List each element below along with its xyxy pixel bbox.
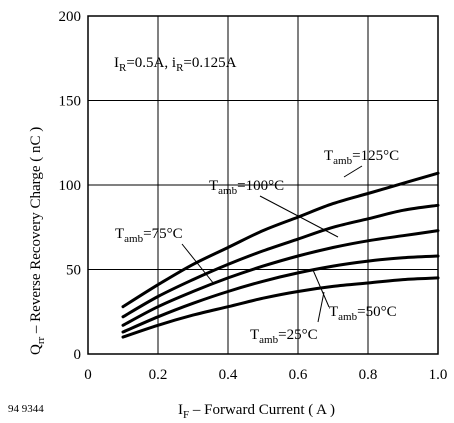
leader-line-100 [259, 195, 339, 238]
series-label-rest: =100°C [237, 178, 284, 194]
series-label-main: T [209, 178, 218, 194]
condition-sub: R [119, 62, 127, 74]
x-tick-label: 0.6 [289, 367, 308, 383]
series-label-sub: amb [124, 233, 143, 245]
y-axis-label-sub: rr [35, 336, 47, 344]
x-axis-label-main: I [178, 402, 183, 418]
series-line-0 [121, 171, 440, 309]
series-label-sub: amb [218, 185, 237, 197]
series-label-rest: =75°C [143, 226, 182, 242]
series-line-1 [121, 203, 440, 319]
x-tick-label: 0 [84, 367, 92, 383]
series-label-rest: =25°C [278, 327, 317, 343]
leader-line-25 [317, 291, 325, 323]
x-tick-label: 0.4 [219, 367, 238, 383]
condition-part: =0.125A [183, 55, 236, 71]
condition-sub: R [176, 62, 184, 74]
y-tick-labels: 0 50 100 150 200 [59, 9, 82, 363]
series-line-3 [121, 254, 440, 334]
series-label-main: T [115, 226, 124, 242]
series-label-25: Tamb=25°C [250, 327, 318, 346]
condition-part: I [114, 55, 119, 71]
series-line-4 [121, 276, 440, 339]
y-axis-label: Qrr – Reverse Recovery Charge ( nC ) [28, 127, 47, 355]
series-label-sub: amb [333, 155, 352, 167]
y-tick-label: 200 [59, 9, 82, 25]
series-group [121, 171, 440, 339]
series-label-75: Tamb=75°C [115, 226, 183, 245]
y-axis-label-rest: – Reverse Recovery Charge ( nC ) [28, 127, 44, 337]
y-tick-label: 50 [66, 263, 81, 279]
series-label-main: T [250, 327, 259, 343]
series-label-rest: =125°C [352, 148, 399, 164]
series-label-sub: amb [338, 311, 357, 323]
x-tick-label: 0.8 [359, 367, 378, 383]
leader-line-125 [343, 165, 363, 178]
y-tick-label: 150 [59, 94, 82, 110]
x-tick-label: 0.2 [149, 367, 168, 383]
grid-lines [88, 16, 438, 354]
series-label-rest: =50°C [357, 304, 396, 320]
y-tick-label: 0 [74, 347, 82, 363]
plot-frame [87, 15, 439, 355]
y-axis-label-main: Q [28, 344, 44, 355]
series-label-sub: amb [259, 334, 278, 346]
leader-line-50 [312, 269, 330, 308]
x-axis-label-sub: F [183, 409, 189, 421]
series-label-100: Tamb=100°C [209, 178, 284, 197]
condition-part: =0.5A, i [126, 55, 176, 71]
x-tick-labels: 0 0.2 0.4 0.6 0.8 1.0 [84, 367, 447, 383]
leader-line-75 [181, 243, 215, 285]
x-axis-label-rest: – Forward Current ( A ) [189, 402, 335, 418]
series-line-2 [121, 229, 440, 327]
series-label-50: Tamb=50°C [329, 304, 397, 323]
series-label-main: T [324, 148, 333, 164]
series-label-125: Tamb=125°C [324, 148, 399, 167]
series-label-main: T [329, 304, 338, 320]
x-tick-label: 1.0 [429, 367, 448, 383]
condition-annotation: IR=0.5A, iR=0.125A [114, 55, 237, 74]
x-axis-label: IF – Forward Current ( A ) [178, 402, 335, 421]
y-tick-label: 100 [59, 178, 82, 194]
figure-code: 94 9344 [8, 403, 44, 415]
